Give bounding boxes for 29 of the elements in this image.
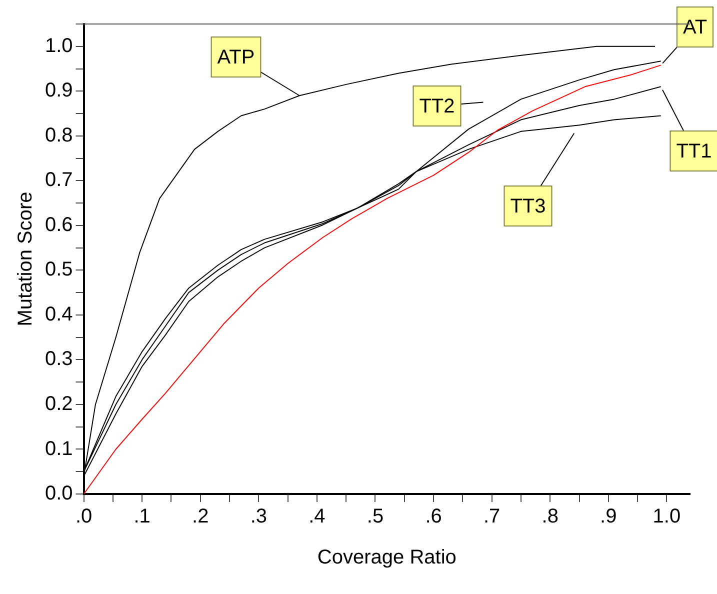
text: ATP xyxy=(217,46,255,69)
x-tick-label: .8 xyxy=(542,506,558,528)
x-tick-label: .9 xyxy=(600,506,617,528)
x-axis-title: Coverage Ratio xyxy=(317,546,456,569)
y-tick-label: 0.5 xyxy=(44,258,73,281)
y-tick-label: 0.4 xyxy=(44,303,73,326)
x-tick-label: .0 xyxy=(75,506,92,528)
y-tick-label: 0.0 xyxy=(44,482,73,505)
series-label: AT xyxy=(682,16,708,39)
x-tick-label: .2 xyxy=(192,506,209,528)
x-tick-label: .6 xyxy=(425,506,442,528)
x-tick-label: .3 xyxy=(250,506,268,528)
y-tick-label: 0.1 xyxy=(44,438,73,460)
text: TT3 xyxy=(510,196,546,218)
x-tick-label: .7 xyxy=(483,506,500,528)
x-tick-label: 1.0 xyxy=(652,506,681,528)
y-tick-label: 0.9 xyxy=(44,80,73,102)
y-tick-label: 0.2 xyxy=(44,392,73,415)
text: TT1 xyxy=(676,140,712,163)
series-label: TT2 xyxy=(419,96,455,118)
x-tick-label: .1 xyxy=(134,506,150,528)
y-tick-label: 0.3 xyxy=(44,348,73,370)
y-tick-label: 0.6 xyxy=(44,214,73,236)
x-tick-label: .4 xyxy=(308,506,326,528)
y-tick-label: 0.8 xyxy=(44,124,73,146)
x-tick-label: .5 xyxy=(366,506,384,528)
y-tick-label: 1.0 xyxy=(44,34,73,57)
y-tick-label: 0.7 xyxy=(44,169,73,192)
y-axis-title: Mutation Score xyxy=(14,192,37,326)
